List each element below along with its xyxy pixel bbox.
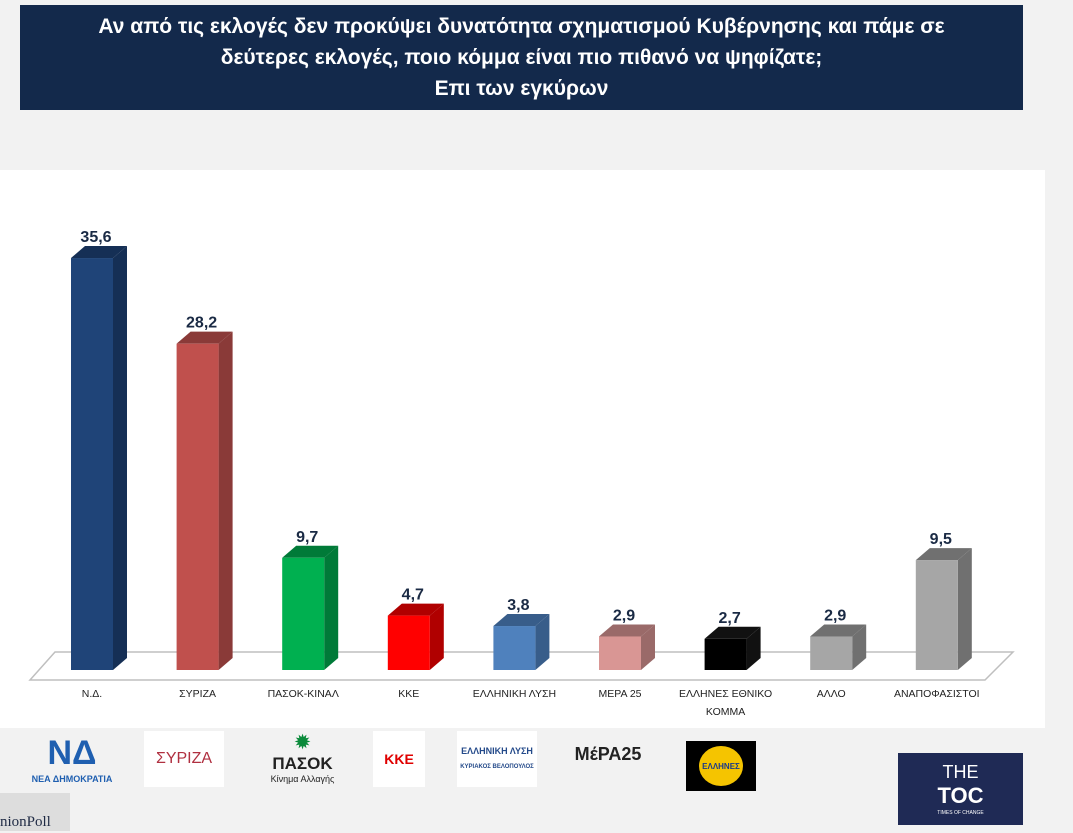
ellines-logo-text: ΕΛΛΗΝΕΣ <box>699 746 743 786</box>
data-label: 2,9 <box>824 607 846 624</box>
bar <box>176 343 219 670</box>
category-label: ΕΛΛΗΝΙΚΗ ΛΥΣΗ <box>473 688 556 700</box>
pasok-sun-icon: ✹ <box>294 732 311 753</box>
category-label: ΚΟΜΜΑ <box>706 706 745 718</box>
data-label: 3,8 <box>507 597 529 614</box>
pasok-logo-subtext: Κίνημα Αλλαγής <box>270 774 335 785</box>
title-line-2: δεύτερες εκλογές, ποιο κόμμα είναι πιο π… <box>220 46 823 69</box>
category-label: ΣΥΡΙΖΑ <box>179 688 216 700</box>
opinion-poll-logo: nionPoll <box>0 793 70 831</box>
bar <box>599 636 641 670</box>
mera25-logo: ΜέΡΑ25 <box>574 743 642 764</box>
bar-top <box>176 331 233 344</box>
bar-top <box>493 614 550 627</box>
data-label: 2,7 <box>718 610 740 627</box>
bar-side <box>641 624 655 670</box>
bar <box>493 626 536 670</box>
bar <box>704 638 747 670</box>
bar-top <box>387 603 444 616</box>
elliniki-lysi-text: ΕΛΛΗΝΙΚΗ ΛΥΣΗ <box>461 746 533 757</box>
category-label: ΜΕΡΑ 25 <box>599 688 642 700</box>
nd-mark: ΝΔ <box>47 734 97 772</box>
bar-side <box>852 624 867 670</box>
elliniki-lysi-logo: ΕΛΛΗΝΙΚΗ ΛΥΣΗ ΚΥΡΙΑΚΟΣ ΒΕΛΟΠΟΥΛΟΣ <box>457 731 537 787</box>
data-label: 2,9 <box>613 607 635 624</box>
bar <box>387 615 430 670</box>
category-label: ΚΚΕ <box>398 688 419 700</box>
bar-top <box>704 626 761 639</box>
data-label: 35,6 <box>80 229 111 246</box>
bar <box>282 557 325 670</box>
bar-side <box>746 626 761 670</box>
bar <box>71 258 113 670</box>
ellines-logo: ΕΛΛΗΝΕΣ <box>686 741 756 791</box>
category-label: ΑΛΛΟ <box>817 688 846 700</box>
toc-the-text: THE <box>942 761 979 782</box>
title-line-3: Επι των εγκύρων <box>434 77 609 100</box>
bar-top <box>599 624 655 637</box>
bar-side <box>535 614 550 670</box>
bar-side <box>113 246 127 671</box>
toc-tagline: TIMES OF CHANGE <box>937 810 984 817</box>
kke-logo: ΚΚΕ <box>373 731 425 787</box>
bar <box>915 560 958 670</box>
opinion-poll-text: nionPoll <box>0 814 51 830</box>
pasok-logo: ✹ ΠΑΣΟΚ Κίνημα Αλλαγής <box>255 731 350 787</box>
category-label: Ν.Δ. <box>82 688 102 700</box>
bar-side <box>218 331 233 670</box>
the-toc-logo: THE TOC TIMES OF CHANGE <box>898 753 1023 825</box>
toc-text: TOC <box>937 783 984 809</box>
data-label: 9,5 <box>930 531 952 548</box>
nd-logo: ΝΔ ΝΕΑ ΔΗΜΟΚΡΑΤΙΑ <box>28 730 116 788</box>
elliniki-lysi-subtext: ΚΥΡΙΑΚΟΣ ΒΕΛΟΠΟΥΛΟΣ <box>460 763 534 770</box>
category-label: ΠΑΣΟΚ-ΚΙΝΑΛ <box>268 688 339 700</box>
data-label: 9,7 <box>296 529 318 546</box>
pasok-logo-text: ΠΑΣΟΚ <box>272 753 333 773</box>
bar-top <box>282 545 339 558</box>
bar-top <box>810 624 867 637</box>
bar-top <box>71 246 127 259</box>
category-label: ΑΝΑΠΟΦΑΣΙΣΤΟΙ <box>894 688 980 700</box>
category-label: ΕΛΛΗΝΕΣ ΕΘΝΙΚΟ <box>679 688 772 700</box>
data-label: 28,2 <box>186 315 217 332</box>
chart-title-banner: Αν από τις εκλογές δεν προκύψει δυνατότη… <box>20 5 1023 110</box>
nd-logo-text: ΝΕΑ ΔΗΜΟΚΡΑΤΙΑ <box>31 774 113 784</box>
bar-side <box>324 545 339 670</box>
bar-top <box>915 548 972 561</box>
bar-side <box>429 603 444 670</box>
bar-side <box>957 548 972 670</box>
bar <box>810 636 853 670</box>
title-line-1: Αν από τις εκλογές δεν προκύψει δυνατότη… <box>98 15 945 38</box>
data-label: 4,7 <box>402 587 424 604</box>
syriza-logo: ΣΥΡΙΖΑ <box>144 731 224 787</box>
